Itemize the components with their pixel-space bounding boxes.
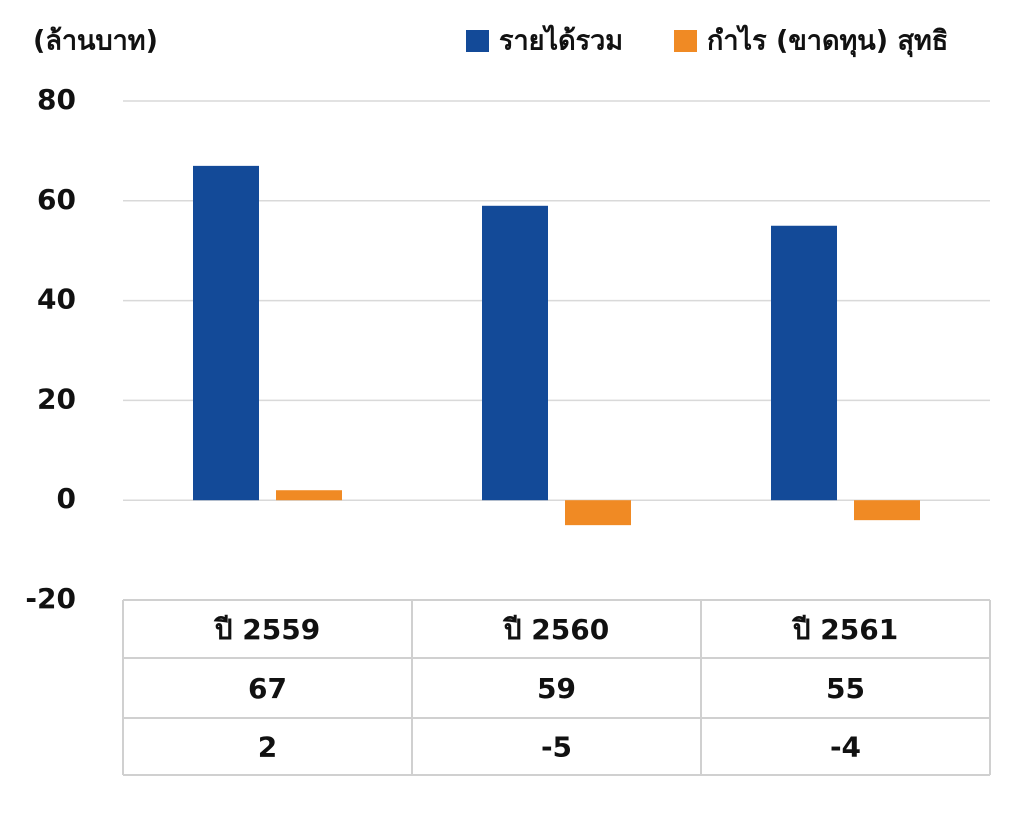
table-value: -4: [830, 731, 861, 764]
table-value: 55: [826, 672, 865, 705]
y-tick-label: 80: [37, 83, 76, 116]
legend-swatch: [466, 30, 489, 52]
table-value: 59: [537, 672, 576, 705]
bar: [276, 490, 342, 501]
x-tick-label: ปี 2560: [502, 613, 609, 646]
table-value: 2: [258, 731, 277, 764]
y-axis-label: (ล้านบาท): [33, 26, 158, 57]
bar: [854, 500, 920, 521]
table-value: 67: [248, 672, 287, 705]
y-tick-label: 40: [37, 283, 76, 316]
y-tick-label: 60: [37, 183, 76, 216]
y-tick-label: 0: [57, 482, 76, 515]
legend-label: รายได้รวม: [499, 25, 623, 57]
legend-swatch: [674, 30, 697, 52]
bar: [193, 165, 259, 501]
table-value: -5: [541, 731, 572, 764]
y-tick-label: -20: [25, 582, 76, 615]
y-tick-label: 20: [37, 382, 76, 415]
bar: [565, 500, 631, 526]
legend-label: กำไร (ขาดทุน) สุทธิ: [707, 25, 948, 58]
x-tick-label: ปี 2559: [213, 613, 320, 646]
bar: [771, 225, 837, 501]
bar: [482, 205, 548, 501]
x-tick-label: ปี 2561: [791, 613, 898, 646]
